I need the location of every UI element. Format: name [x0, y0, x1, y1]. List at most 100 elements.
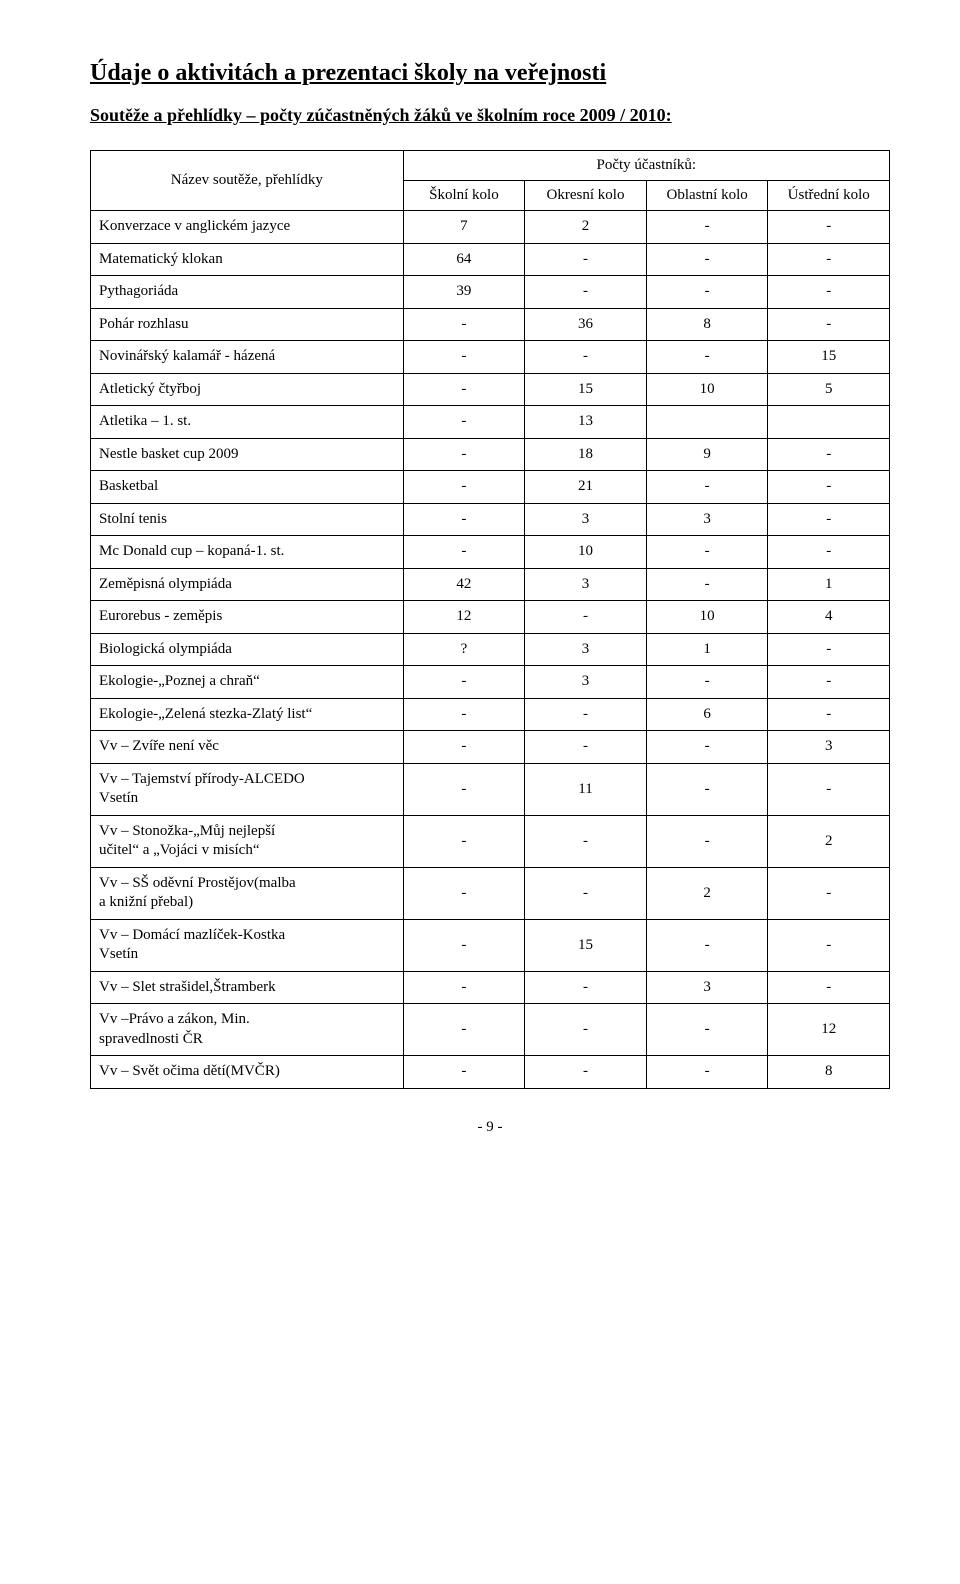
table-row: Vv – Domácí mazlíček-Kostka Vsetín-15-- — [91, 919, 890, 971]
page-number: - 9 - — [90, 1119, 890, 1136]
row-value: - — [646, 1056, 768, 1089]
row-name: Konverzace v anglickém jazyce — [91, 211, 404, 244]
row-value: 10 — [646, 601, 768, 634]
row-value: - — [403, 919, 525, 971]
row-value: - — [403, 438, 525, 471]
table-row: Pohár rozhlasu-368- — [91, 308, 890, 341]
table-header-row-1: Název soutěže, přehlídky Počty účastníků… — [91, 151, 890, 181]
row-value: - — [768, 763, 890, 815]
row-value: 21 — [525, 471, 647, 504]
row-value: - — [403, 763, 525, 815]
header-group: Počty účastníků: — [403, 151, 889, 181]
row-value: - — [525, 731, 647, 764]
row-value: 1 — [646, 633, 768, 666]
row-value: 2 — [768, 815, 890, 867]
row-value: 12 — [403, 601, 525, 634]
row-value: 10 — [525, 536, 647, 569]
row-value: 8 — [768, 1056, 890, 1089]
row-name: Pythagoriáda — [91, 276, 404, 309]
row-value: 15 — [768, 341, 890, 374]
row-name: Biologická olympiáda — [91, 633, 404, 666]
row-name: Basketbal — [91, 471, 404, 504]
row-value: 15 — [525, 919, 647, 971]
row-name: Ekologie-„Zelená stezka-Zlatý list“ — [91, 698, 404, 731]
row-value: - — [403, 406, 525, 439]
row-value: - — [646, 211, 768, 244]
row-name: Vv – Svět očima dětí(MVČR) — [91, 1056, 404, 1089]
row-value: - — [646, 731, 768, 764]
row-name: Novinářský kalamář - házená — [91, 341, 404, 374]
row-name: Vv – Domácí mazlíček-Kostka Vsetín — [91, 919, 404, 971]
row-value: 3 — [525, 568, 647, 601]
row-value: - — [403, 698, 525, 731]
row-name: Pohár rozhlasu — [91, 308, 404, 341]
row-value: - — [403, 815, 525, 867]
table-row: Biologická olympiáda?31- — [91, 633, 890, 666]
row-value: 2 — [525, 211, 647, 244]
row-value: - — [403, 373, 525, 406]
header-col-2: Oblastní kolo — [646, 181, 768, 211]
row-value: 8 — [646, 308, 768, 341]
row-value: 42 — [403, 568, 525, 601]
table-row: Matematický klokan64--- — [91, 243, 890, 276]
table-row: Vv – Zvíře není věc---3 — [91, 731, 890, 764]
row-value: ? — [403, 633, 525, 666]
row-value: 12 — [768, 1004, 890, 1056]
row-value: 6 — [646, 698, 768, 731]
row-value: 7 — [403, 211, 525, 244]
table-row: Basketbal-21-- — [91, 471, 890, 504]
row-value: 11 — [525, 763, 647, 815]
row-name: Atletika – 1. st. — [91, 406, 404, 439]
row-name: Matematický klokan — [91, 243, 404, 276]
row-value: - — [403, 503, 525, 536]
row-name: Vv – Stonožka-„Můj nejlepšíučitel“ a „Vo… — [91, 815, 404, 867]
row-value: - — [525, 1056, 647, 1089]
row-value: - — [768, 536, 890, 569]
row-value: 3 — [646, 971, 768, 1004]
row-name: Stolní tenis — [91, 503, 404, 536]
table-row: Mc Donald cup – kopaná-1. st.-10-- — [91, 536, 890, 569]
row-value: - — [525, 971, 647, 1004]
row-value: 5 — [768, 373, 890, 406]
row-value: 39 — [403, 276, 525, 309]
table-row: Atletický čtyřboj-15105 — [91, 373, 890, 406]
row-value: - — [403, 308, 525, 341]
row-value — [646, 406, 768, 439]
row-value: - — [768, 666, 890, 699]
table-row: Konverzace v anglickém jazyce72-- — [91, 211, 890, 244]
row-value: - — [646, 1004, 768, 1056]
row-name: Nestle basket cup 2009 — [91, 438, 404, 471]
row-value — [768, 406, 890, 439]
row-name: Eurorebus - zeměpis — [91, 601, 404, 634]
row-value: - — [525, 1004, 647, 1056]
row-value: 3 — [525, 666, 647, 699]
row-value: - — [768, 633, 890, 666]
row-value: - — [646, 815, 768, 867]
row-name: Vv – SŠ oděvní Prostějov(malba a knižní … — [91, 867, 404, 919]
row-name: Atletický čtyřboj — [91, 373, 404, 406]
row-value: - — [525, 867, 647, 919]
table-row: Ekologie-„Poznej a chraň“-3-- — [91, 666, 890, 699]
page-subtitle: Soutěže a přehlídky – počty zúčastněných… — [90, 105, 890, 126]
row-value: 2 — [646, 867, 768, 919]
row-value: 3 — [525, 633, 647, 666]
row-value: - — [646, 471, 768, 504]
row-value: 3 — [646, 503, 768, 536]
header-col-0: Školní kolo — [403, 181, 525, 211]
row-value: - — [646, 919, 768, 971]
page-title: Údaje o aktivitách a prezentaci školy na… — [90, 60, 890, 87]
header-col-1: Okresní kolo — [525, 181, 647, 211]
row-value: 64 — [403, 243, 525, 276]
row-value: - — [403, 731, 525, 764]
row-value: - — [403, 471, 525, 504]
row-value: - — [646, 276, 768, 309]
row-value: 36 — [525, 308, 647, 341]
table-row: Pythagoriáda39--- — [91, 276, 890, 309]
row-value: - — [768, 211, 890, 244]
row-name: Vv – Zvíře není věc — [91, 731, 404, 764]
row-value: - — [646, 536, 768, 569]
row-name: Mc Donald cup – kopaná-1. st. — [91, 536, 404, 569]
header-name: Název soutěže, přehlídky — [91, 151, 404, 211]
row-value: - — [768, 698, 890, 731]
row-value: - — [768, 243, 890, 276]
